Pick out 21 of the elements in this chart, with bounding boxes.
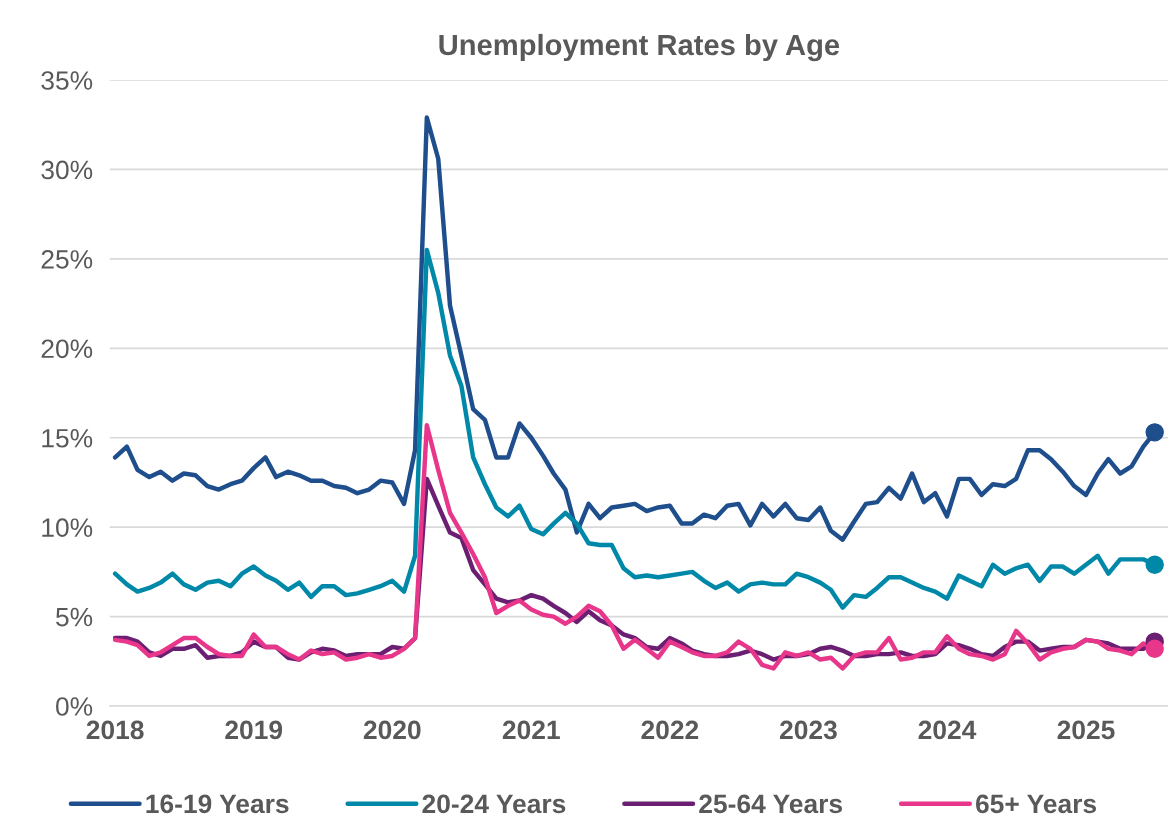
x-tick-label: 2020: [363, 720, 421, 740]
x-tick-label: 2025: [1057, 720, 1115, 740]
x-tick-label: 2023: [780, 720, 837, 740]
legend-label: 65+ Years: [975, 794, 1097, 814]
y-tick-label: 10%: [42, 518, 93, 537]
y-tick-label: 35%: [41, 71, 93, 90]
legend-label: 16-19 Years: [146, 794, 289, 814]
x-tick-label: 2021: [502, 720, 560, 740]
x-tick-label: 2019: [225, 720, 283, 740]
legend-label: 20-24 Years: [422, 794, 566, 814]
y-tick-label: 20%: [41, 339, 93, 359]
y-tick-label: 15%: [42, 428, 93, 448]
chart-title: Unemployment Rates by Age: [439, 33, 840, 62]
x-tick-label: 2022: [641, 720, 699, 740]
y-tick-label: 5%: [56, 607, 93, 627]
y-tick-label: 30%: [41, 160, 93, 180]
legend-label: 25-64 Years: [699, 794, 843, 814]
y-tick-label: 0%: [56, 697, 93, 716]
x-tick-label: 2018: [86, 720, 144, 740]
x-tick-label: 2024: [918, 720, 977, 740]
y-tick-label: 25%: [41, 250, 93, 269]
